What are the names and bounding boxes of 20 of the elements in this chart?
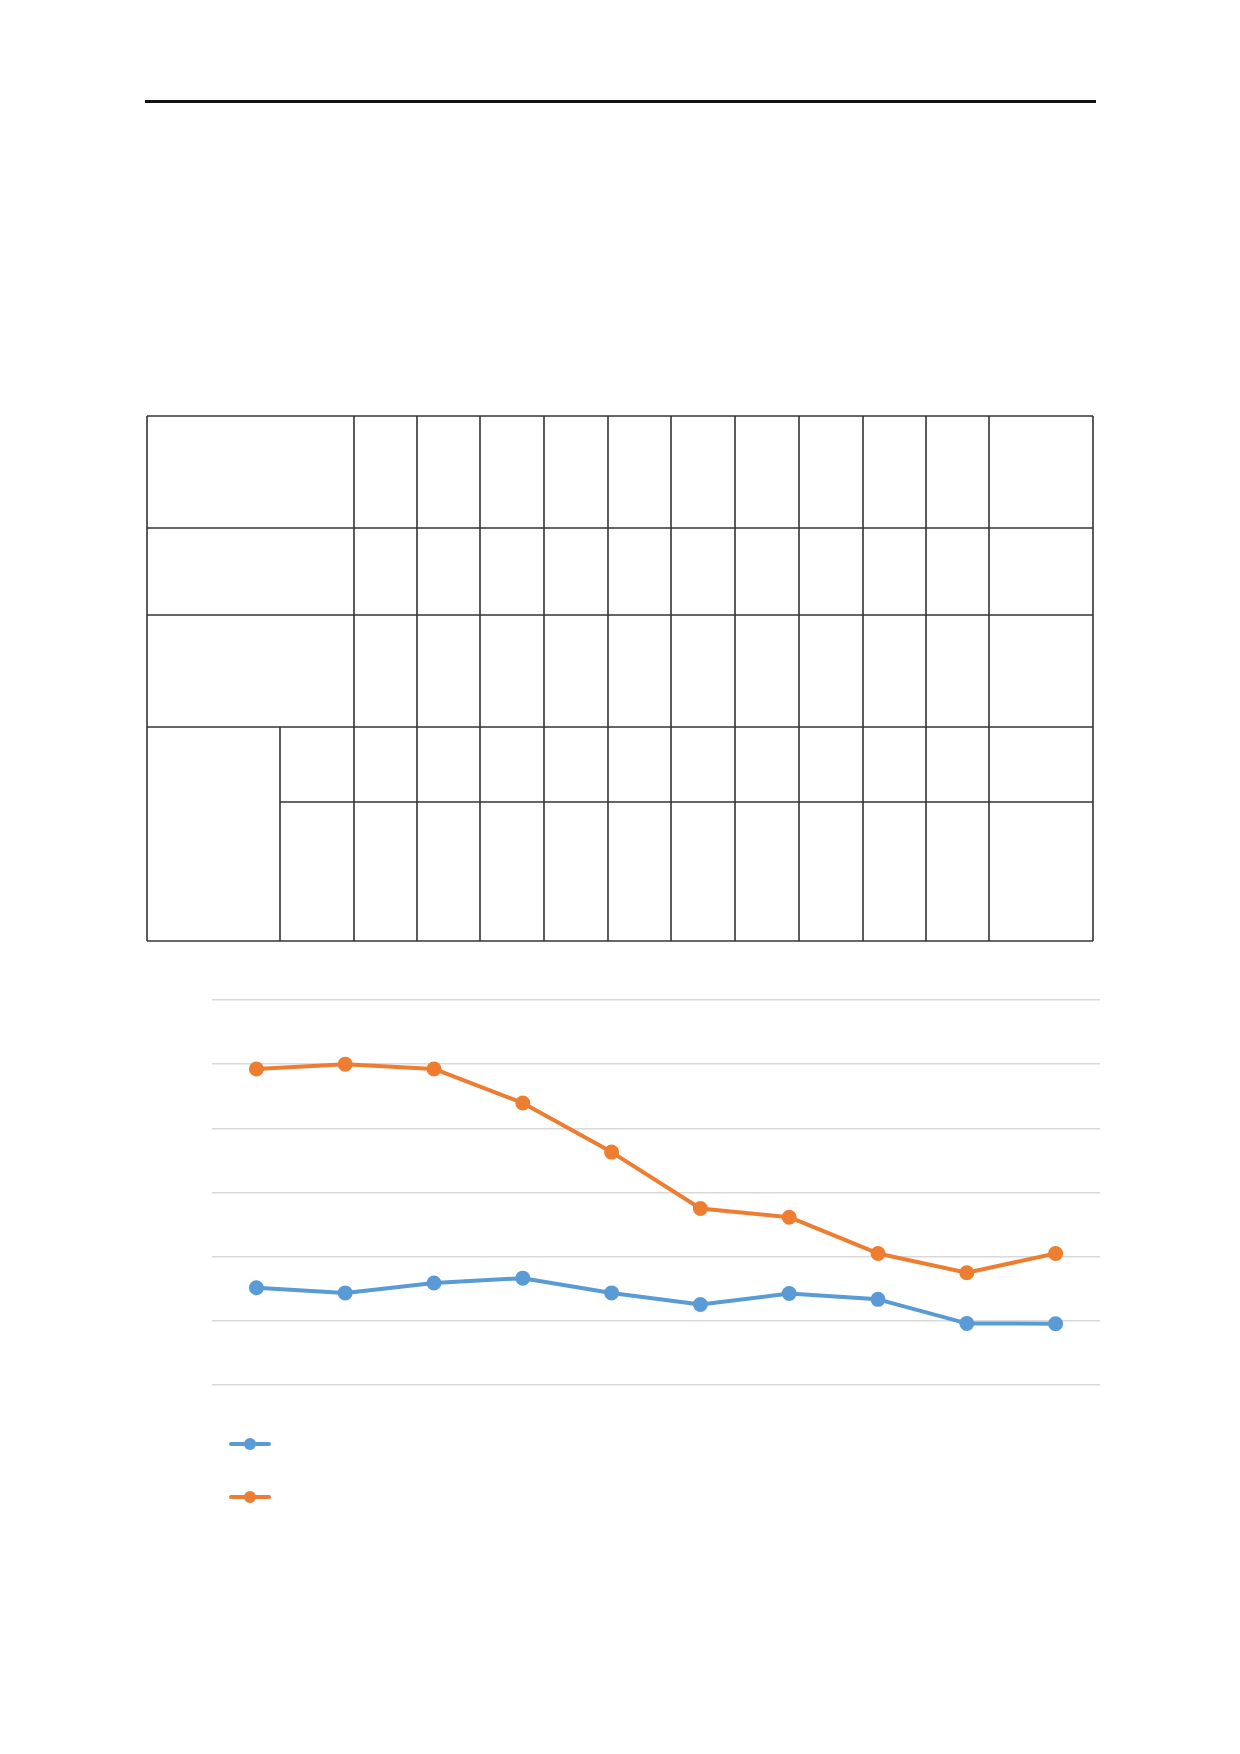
point [1048, 1245, 1064, 1261]
point [959, 1265, 975, 1281]
point [781, 1286, 797, 1302]
point [692, 1296, 708, 1312]
point [781, 1209, 797, 1225]
point [959, 1315, 975, 1331]
point [515, 1270, 531, 1286]
point [604, 1285, 620, 1301]
point [1048, 1316, 1064, 1332]
point [870, 1291, 886, 1307]
point [692, 1201, 708, 1217]
point [515, 1095, 531, 1111]
point [426, 1275, 442, 1291]
point [870, 1245, 886, 1261]
point [604, 1144, 620, 1160]
point [248, 1061, 264, 1077]
point [426, 1061, 442, 1077]
point [248, 1280, 264, 1296]
point [337, 1056, 353, 1072]
point [337, 1285, 353, 1301]
